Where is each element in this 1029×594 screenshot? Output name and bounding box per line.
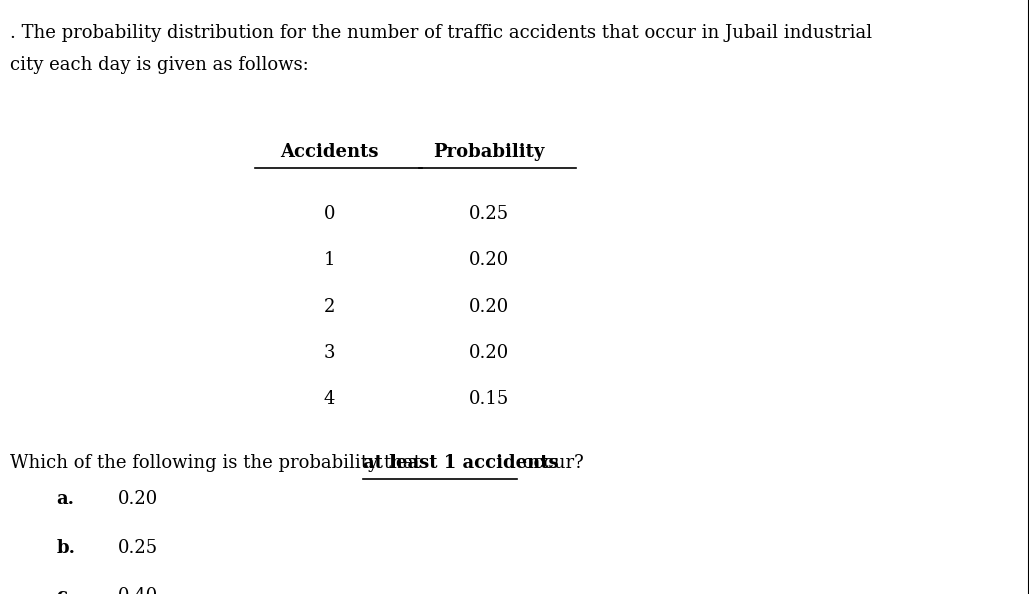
Text: 1: 1 — [323, 251, 335, 269]
Text: 2: 2 — [323, 298, 335, 315]
Text: b.: b. — [57, 539, 75, 557]
Text: a.: a. — [57, 490, 74, 508]
Text: city each day is given as follows:: city each day is given as follows: — [10, 56, 309, 74]
Text: occur?: occur? — [517, 454, 583, 472]
Text: 0: 0 — [323, 205, 335, 223]
Text: . The probability distribution for the number of traffic accidents that occur in: . The probability distribution for the n… — [10, 24, 873, 42]
Text: 0.25: 0.25 — [118, 539, 158, 557]
Text: Accidents: Accidents — [280, 143, 379, 160]
Text: 0.20: 0.20 — [468, 251, 509, 269]
Text: 0.20: 0.20 — [468, 298, 509, 315]
Text: 0.25: 0.25 — [469, 205, 508, 223]
Text: 3: 3 — [323, 344, 335, 362]
Text: c.: c. — [57, 587, 74, 594]
Text: 0.40: 0.40 — [118, 587, 158, 594]
Text: Which of the following is the probability that: Which of the following is the probabilit… — [10, 454, 427, 472]
Text: 4: 4 — [323, 390, 335, 408]
Text: 0.20: 0.20 — [468, 344, 509, 362]
Text: 0.15: 0.15 — [468, 390, 509, 408]
Text: Probability: Probability — [433, 143, 544, 160]
Text: at least 1 accidents: at least 1 accidents — [363, 454, 559, 472]
Text: 0.20: 0.20 — [118, 490, 158, 508]
